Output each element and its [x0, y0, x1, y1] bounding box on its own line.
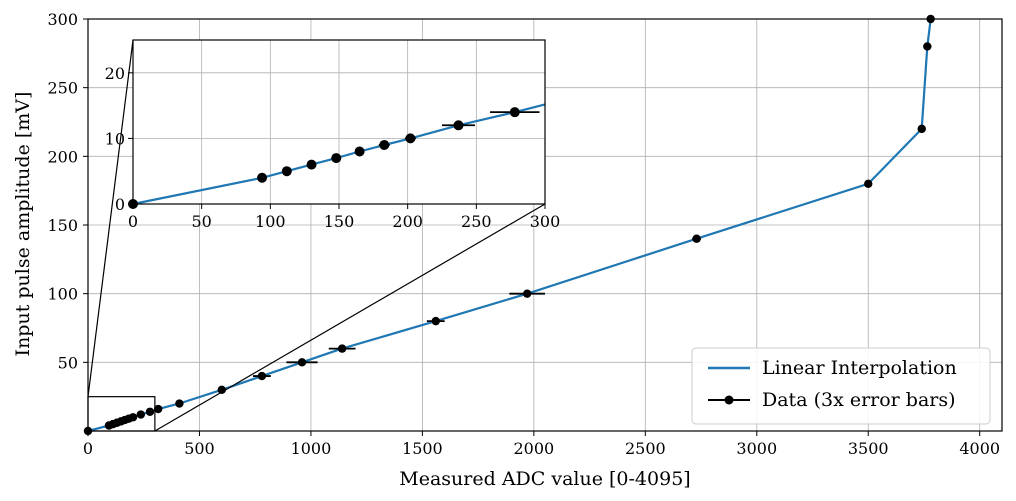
inset-data-point: [306, 159, 317, 170]
inset-data-point: [281, 166, 292, 177]
legend-box: [691, 347, 991, 425]
inset-x-tick-label: 150: [324, 212, 355, 231]
data-point: [522, 289, 532, 298]
inset-x-tick-label: 100: [255, 212, 286, 231]
x-tick-label: 0: [83, 439, 93, 458]
data-point: [297, 358, 307, 367]
x-axis-label: Measured ADC value [0-4095]: [399, 468, 690, 490]
data-point: [864, 179, 873, 188]
y-tick-label: 50: [58, 353, 78, 372]
inset-y-tick-label: 0: [115, 195, 125, 214]
legend-label-linear-interpolation: Linear Interpolation: [762, 357, 957, 379]
inset-series: [128, 103, 546, 209]
inset-x-tick-label: 300: [530, 212, 561, 231]
data-point: [217, 385, 226, 394]
data-point: [917, 124, 926, 134]
y-tick-label: 150: [47, 216, 78, 235]
data-point: [337, 344, 347, 353]
data-point: [431, 316, 440, 326]
main-ticks: 0 500 1000 1500 2000 2500 3000 3500 400050100150…: [47, 10, 1000, 458]
inset-y-tick-label: 20: [105, 64, 125, 83]
legend: Linear Interpolation Data (3x error bars…: [691, 347, 991, 425]
zoom-connector-line: [87, 39, 134, 397]
data-point: [923, 42, 932, 51]
x-tick-label: 1500: [402, 439, 443, 458]
x-tick-label: 1000: [291, 439, 332, 458]
y-tick-label: 250: [47, 79, 78, 98]
legend-marker-swatch: [724, 395, 734, 405]
inset-x-tick-label: 50: [191, 212, 211, 231]
inset-data-point: [331, 153, 342, 164]
data-point: [175, 399, 184, 408]
data-point: [128, 413, 138, 422]
data-point: [154, 404, 163, 414]
data-point: [145, 407, 155, 416]
data-point: [136, 410, 146, 419]
main-series: [83, 14, 935, 436]
x-tick-label: 2500: [625, 439, 666, 458]
x-tick-label: 4000: [959, 439, 1000, 458]
inset-x-tick-label: 250: [461, 212, 492, 231]
inset-data-point: [379, 139, 390, 150]
inset-x-tick-label: 200: [392, 212, 423, 231]
y-tick-label: 100: [47, 285, 78, 304]
inset-data-point: [405, 133, 416, 144]
data-point: [692, 234, 701, 243]
y-tick-label: 200: [47, 147, 78, 166]
inset-data-point: [354, 146, 365, 157]
zoom-connector-line: [154, 203, 546, 432]
x-tick-label: 3500: [848, 439, 889, 458]
data-point: [257, 371, 267, 381]
inset-y-tick-label: 10: [105, 129, 125, 148]
inset-zoom-chart: 0 50 100 150 200 250 300 0 10 20: [105, 39, 561, 231]
inset-data-point: [257, 172, 268, 183]
x-tick-label: 3000: [736, 439, 777, 458]
y-axis-label: Input pulse amplitude [mV]: [12, 92, 34, 357]
legend-label-data: Data (3x error bars): [762, 389, 956, 411]
inset-data-point: [453, 120, 464, 131]
x-tick-label: 2000: [513, 439, 554, 458]
x-tick-label: 500: [184, 439, 215, 458]
inset-data-point: [509, 107, 520, 118]
y-tick-label: 300: [47, 10, 78, 29]
inset-ticks: 0 50 100 150 200 250 300 0 10 20: [105, 64, 561, 231]
inset-x-tick-label: 0: [128, 212, 138, 231]
